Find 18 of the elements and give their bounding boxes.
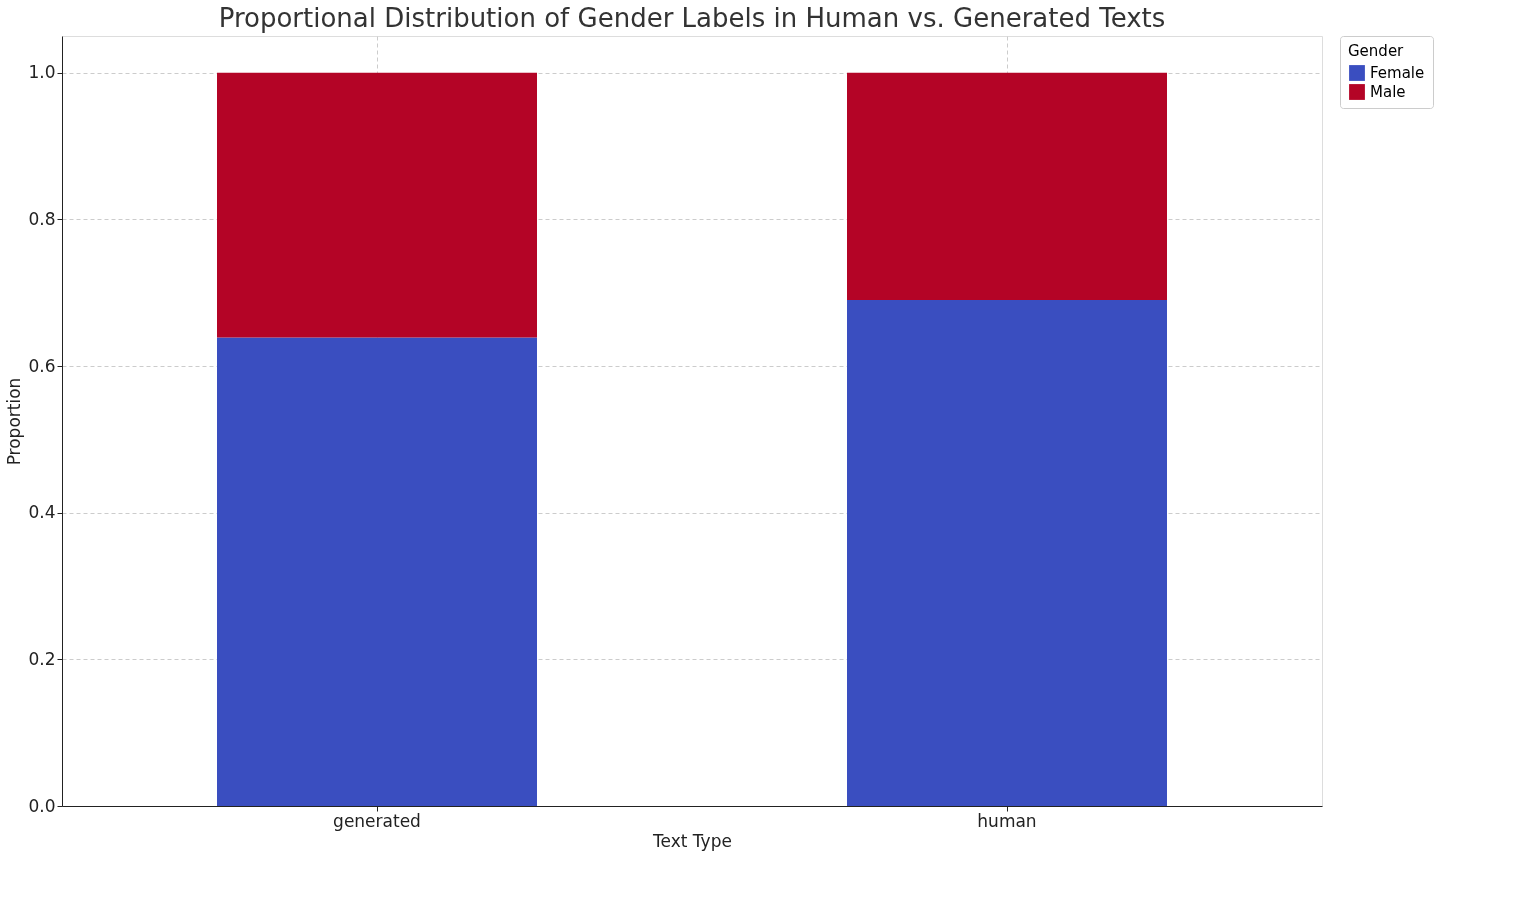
bar bbox=[217, 72, 537, 338]
bar bbox=[847, 72, 1167, 300]
bar bbox=[847, 300, 1167, 806]
y-tick-label: 1.0 bbox=[28, 62, 56, 83]
x-tick-label: human bbox=[977, 810, 1037, 831]
legend-title: Gender bbox=[1348, 42, 1405, 60]
x-axis-title: Text Type bbox=[652, 830, 732, 851]
y-axis-title: Proportion bbox=[4, 377, 25, 466]
y-tick-label: 0.4 bbox=[28, 502, 56, 523]
bar bbox=[217, 337, 537, 806]
legend-label: Male bbox=[1370, 83, 1406, 101]
y-tick-label: 0.2 bbox=[28, 648, 56, 669]
legend-label: Female bbox=[1370, 64, 1425, 82]
y-tick-label: 0.6 bbox=[28, 355, 56, 376]
chart-title: Proportional Distribution of Gender Labels in Human vs. Generated Texts bbox=[218, 2, 1166, 33]
y-tick-label: 0.8 bbox=[28, 208, 56, 229]
x-tick-label: generated bbox=[333, 810, 421, 831]
y-tick-label: 0.0 bbox=[28, 795, 56, 816]
